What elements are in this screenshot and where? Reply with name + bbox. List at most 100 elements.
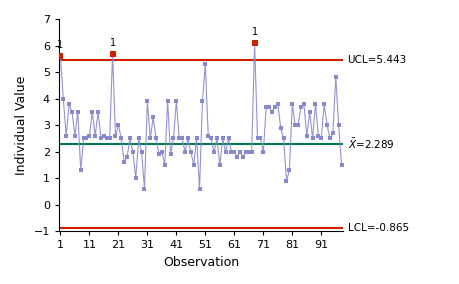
Point (173, 99, 180, 104)
Point (202, 62, 209, 66)
Point (129, 149, 136, 154)
Point (234, 155, 241, 159)
Point (196, 187, 203, 191)
Point (187, 149, 195, 154)
Point (329, 131, 336, 135)
Point (57, 54, 64, 59)
Point (60, 96, 67, 101)
Point (271, 104, 279, 109)
Point (338, 163, 345, 167)
Point (280, 136, 287, 141)
Point (320, 102, 328, 106)
Point (318, 136, 325, 141)
Point (312, 102, 319, 106)
Point (100, 133, 107, 138)
Point (62, 133, 70, 138)
Point (181, 149, 189, 154)
Point (216, 163, 224, 167)
Point (103, 136, 111, 141)
Point (144, 99, 151, 104)
Point (146, 136, 154, 141)
Point (109, 51, 116, 56)
Point (239, 155, 246, 159)
Point (66, 102, 73, 106)
Text: 1: 1 (252, 27, 257, 37)
Point (207, 136, 215, 141)
Point (184, 136, 191, 141)
Text: UCL=5.443: UCL=5.443 (347, 55, 407, 65)
Point (274, 102, 281, 106)
Point (306, 110, 313, 114)
Point (150, 115, 157, 120)
Point (269, 110, 276, 114)
Point (190, 163, 197, 167)
Point (138, 149, 145, 154)
Point (68, 110, 76, 114)
Y-axis label: Individual Value: Individual Value (15, 76, 28, 175)
Point (222, 149, 230, 154)
Point (121, 160, 128, 165)
Point (303, 133, 310, 138)
Point (210, 149, 218, 154)
Text: LCL=-0.865: LCL=-0.865 (347, 223, 409, 233)
Point (170, 136, 177, 141)
Point (164, 99, 171, 104)
Point (245, 149, 252, 154)
Point (89, 110, 96, 114)
Point (291, 123, 299, 128)
Point (112, 133, 119, 138)
Point (118, 136, 125, 141)
Point (106, 136, 113, 141)
Point (199, 99, 206, 104)
Point (193, 136, 200, 141)
Point (332, 75, 340, 80)
Point (77, 168, 84, 173)
Point (152, 136, 160, 141)
Point (83, 136, 90, 141)
Point (132, 176, 140, 181)
Point (95, 110, 102, 114)
Point (242, 149, 250, 154)
Point (155, 152, 162, 157)
Point (91, 133, 99, 138)
Point (97, 136, 105, 141)
Point (289, 102, 296, 106)
Point (248, 149, 255, 154)
X-axis label: Observation: Observation (163, 256, 239, 269)
Point (86, 133, 93, 138)
Text: $\bar{X}$=2.289: $\bar{X}$=2.289 (347, 137, 394, 151)
Point (71, 133, 78, 138)
Point (219, 136, 226, 141)
Point (297, 104, 305, 109)
Point (179, 136, 186, 141)
Text: 1: 1 (57, 40, 63, 50)
Point (115, 123, 122, 128)
Point (277, 126, 285, 130)
Point (263, 104, 270, 109)
Point (135, 136, 142, 141)
Point (80, 136, 87, 141)
Point (285, 168, 293, 173)
Point (236, 149, 244, 154)
Point (231, 149, 238, 154)
Point (161, 163, 168, 167)
Point (141, 187, 148, 191)
Point (176, 136, 183, 141)
Point (309, 136, 316, 141)
Point (205, 133, 212, 138)
Point (257, 136, 264, 141)
Point (335, 123, 342, 128)
Point (326, 136, 334, 141)
Point (123, 155, 131, 159)
Point (228, 149, 235, 154)
Point (260, 149, 267, 154)
Point (225, 136, 232, 141)
Point (167, 152, 174, 157)
Point (74, 110, 81, 114)
Point (315, 133, 322, 138)
Text: 1: 1 (110, 38, 116, 48)
Point (251, 41, 258, 45)
Point (158, 149, 166, 154)
Point (265, 104, 273, 109)
Point (300, 102, 308, 106)
